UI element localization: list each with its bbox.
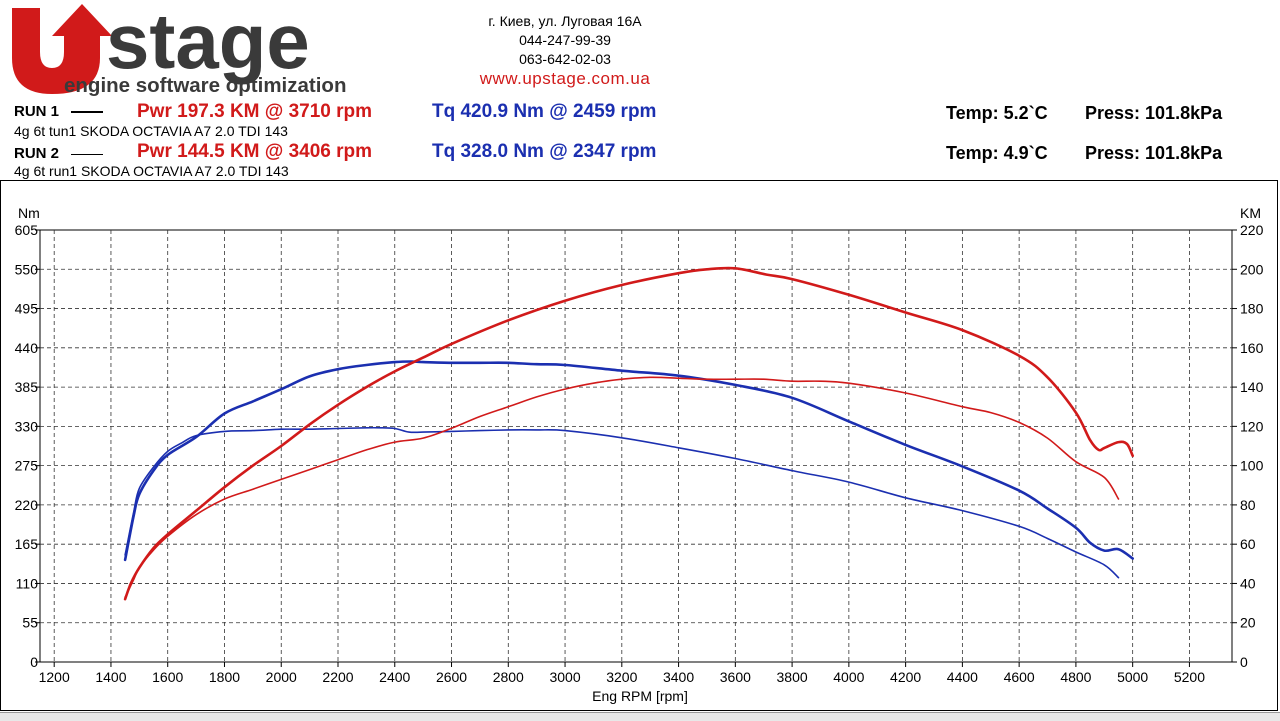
dyno-chart-frame xyxy=(0,180,1278,711)
chart-curves xyxy=(123,266,1134,601)
x-tick-label: 1200 xyxy=(39,669,70,685)
y-right-tick-label: 80 xyxy=(1240,497,1256,513)
x-tick-label: 4200 xyxy=(890,669,921,685)
run-1-description: 4g 6t tun1 SKODA OCTAVIA A7 2.0 TDI 143 xyxy=(14,123,288,139)
x-tick-label: 4000 xyxy=(833,669,864,685)
run-1-power: Pwr 197.3 KM @ 3710 rpm xyxy=(137,101,373,122)
y-left-tick-label: 495 xyxy=(15,301,39,317)
website-link[interactable]: www.upstage.com.ua xyxy=(479,69,651,88)
run2-power-line xyxy=(124,376,1120,598)
y-left-tick-label: 385 xyxy=(15,379,39,395)
run-2-power: Pwr 144.5 KM @ 3406 rpm xyxy=(137,141,373,162)
plot-area xyxy=(39,229,1233,663)
y-left-tick-label: 55 xyxy=(22,615,38,631)
y-left-tick-label: 275 xyxy=(15,458,39,474)
x-tick-label: 3800 xyxy=(777,669,808,685)
logo-tagline: engine software optimization xyxy=(64,74,346,97)
y-left-tick-label: 605 xyxy=(15,222,39,238)
x-tick-label: 2400 xyxy=(379,669,410,685)
run-2-torque: Tq 328.0 Nm @ 2347 rpm xyxy=(432,141,657,162)
run-1-label: RUN 1 xyxy=(14,103,60,120)
upstage-logo-graphic: stage engine software optimization xyxy=(12,2,346,97)
run2-torque-line xyxy=(124,426,1120,579)
x-tick-label: 1600 xyxy=(152,669,183,685)
run-1-temp: Temp: 5.2`C xyxy=(946,103,1048,123)
run-1-legend: RUN 1 xyxy=(14,103,104,120)
run-1-torque: Tq 420.9 Nm @ 2459 rpm xyxy=(432,101,657,122)
y-left-tick-label: 165 xyxy=(15,536,39,552)
y-left-tick-label: 440 xyxy=(15,340,39,356)
run1-torque-line xyxy=(123,360,1134,562)
y-right-tick-label: 100 xyxy=(1240,458,1264,474)
x-axis-label: Eng RPM [rpm] xyxy=(592,688,688,704)
y-left-tick-label: 0 xyxy=(30,654,38,670)
x-tick-label: 2600 xyxy=(436,669,467,685)
x-tick-label: 4400 xyxy=(947,669,978,685)
run1-power-line xyxy=(123,266,1134,601)
phone-2: 063-642-02-03 xyxy=(519,51,611,67)
chart-grid xyxy=(39,229,1233,663)
y-axis-left-label: Nm xyxy=(18,205,40,221)
y-left-tick-label: 220 xyxy=(15,497,39,513)
y-right-tick-label: 160 xyxy=(1240,340,1264,356)
phone-1: 044-247-99-39 xyxy=(519,32,611,48)
x-tick-label: 4800 xyxy=(1060,669,1091,685)
contact-block: г. Киев, ул. Луговая 16А 044-247-99-39 0… xyxy=(440,12,690,88)
y-right-tick-label: 40 xyxy=(1240,575,1256,591)
logo-word: stage xyxy=(106,2,310,85)
x-tick-label: 4600 xyxy=(1004,669,1035,685)
x-tick-label: 3200 xyxy=(606,669,637,685)
x-tick-label: 3400 xyxy=(663,669,694,685)
x-tick-label: 2000 xyxy=(266,669,297,685)
bottom-scrollbar[interactable] xyxy=(0,712,1280,721)
run-1-press: Press: 101.8kPa xyxy=(1085,103,1223,123)
y-left-tick-label: 110 xyxy=(16,575,39,591)
y-left-tick-label: 550 xyxy=(15,261,39,277)
y-left-tick-label: 330 xyxy=(15,418,39,434)
run-2-line-swatch xyxy=(71,153,104,155)
y-right-tick-label: 220 xyxy=(1240,222,1264,238)
run-2-press: Press: 101.8kPa xyxy=(1085,143,1223,163)
x-tick-label: 2200 xyxy=(322,669,353,685)
y-right-tick-label: 60 xyxy=(1240,536,1256,552)
run-2-temp: Temp: 4.9`C xyxy=(946,143,1048,163)
y-right-tick-label: 0 xyxy=(1240,654,1248,670)
x-tick-label: 3600 xyxy=(720,669,751,685)
chart-ticks: 1200 1400 1600 1800 2000 2200 2400 2600 2800 3000… xyxy=(15,222,1264,685)
y-right-tick-label: 120 xyxy=(1240,418,1264,434)
run-2-description: 4g 6t run1 SKODA OCTAVIA A7 2.0 TDI 143 xyxy=(14,163,289,179)
y-right-tick-label: 20 xyxy=(1240,615,1256,631)
x-tick-label: 2800 xyxy=(493,669,524,685)
address: г. Киев, ул. Луговая 16А xyxy=(488,13,642,29)
x-tick-label: 1400 xyxy=(95,669,126,685)
run-2-label: RUN 2 xyxy=(14,145,60,162)
x-tick-label: 3000 xyxy=(549,669,580,685)
y-right-tick-label: 200 xyxy=(1240,261,1264,277)
x-tick-label: 1800 xyxy=(209,669,240,685)
y-right-tick-label: 140 xyxy=(1240,379,1264,395)
x-tick-label: 5200 xyxy=(1174,669,1205,685)
run-2-legend: RUN 2 xyxy=(14,145,104,162)
upstage-logo: stage engine software optimization xyxy=(6,2,406,98)
y-right-tick-label: 180 xyxy=(1240,301,1264,317)
x-tick-label: 5000 xyxy=(1117,669,1148,685)
run-1-line-swatch xyxy=(71,111,104,114)
y-axis-right-label: KM xyxy=(1240,205,1261,221)
